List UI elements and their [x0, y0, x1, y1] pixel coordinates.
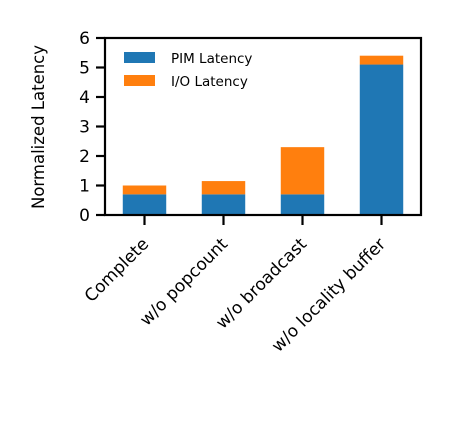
y-tick-label: 3: [79, 118, 90, 138]
bar-io-0: [122, 185, 167, 195]
y-tick-label: 2: [79, 147, 90, 167]
legend-swatch-io: [124, 75, 155, 86]
bar-pim-2: [280, 194, 325, 215]
y-tick-label: 5: [79, 59, 90, 79]
y-tick-label: 1: [79, 177, 90, 197]
bar-pim-3: [359, 64, 404, 215]
y-axis-ticks: 0 1 2 3 4 5 6: [79, 29, 105, 226]
x-tick-label: Complete: [81, 234, 153, 306]
bar-io-3: [359, 55, 404, 65]
plot-frame: [103, 36, 423, 217]
bars-group: [122, 55, 404, 215]
y-tick-label: 4: [79, 88, 90, 108]
legend: PIM Latency I/O Latency: [124, 51, 252, 90]
bar-io-2: [280, 147, 325, 195]
legend-label-pim: PIM Latency: [171, 51, 252, 67]
y-tick-label: 0: [79, 206, 90, 226]
legend-label-io: I/O Latency: [171, 74, 248, 90]
bar-io-1: [201, 181, 246, 195]
legend-swatch-pim: [124, 52, 155, 63]
bar-pim-0: [122, 194, 167, 215]
y-axis-label: Normalized Latency: [29, 45, 48, 209]
bar-pim-1: [201, 194, 246, 215]
y-tick-label: 6: [79, 29, 90, 49]
